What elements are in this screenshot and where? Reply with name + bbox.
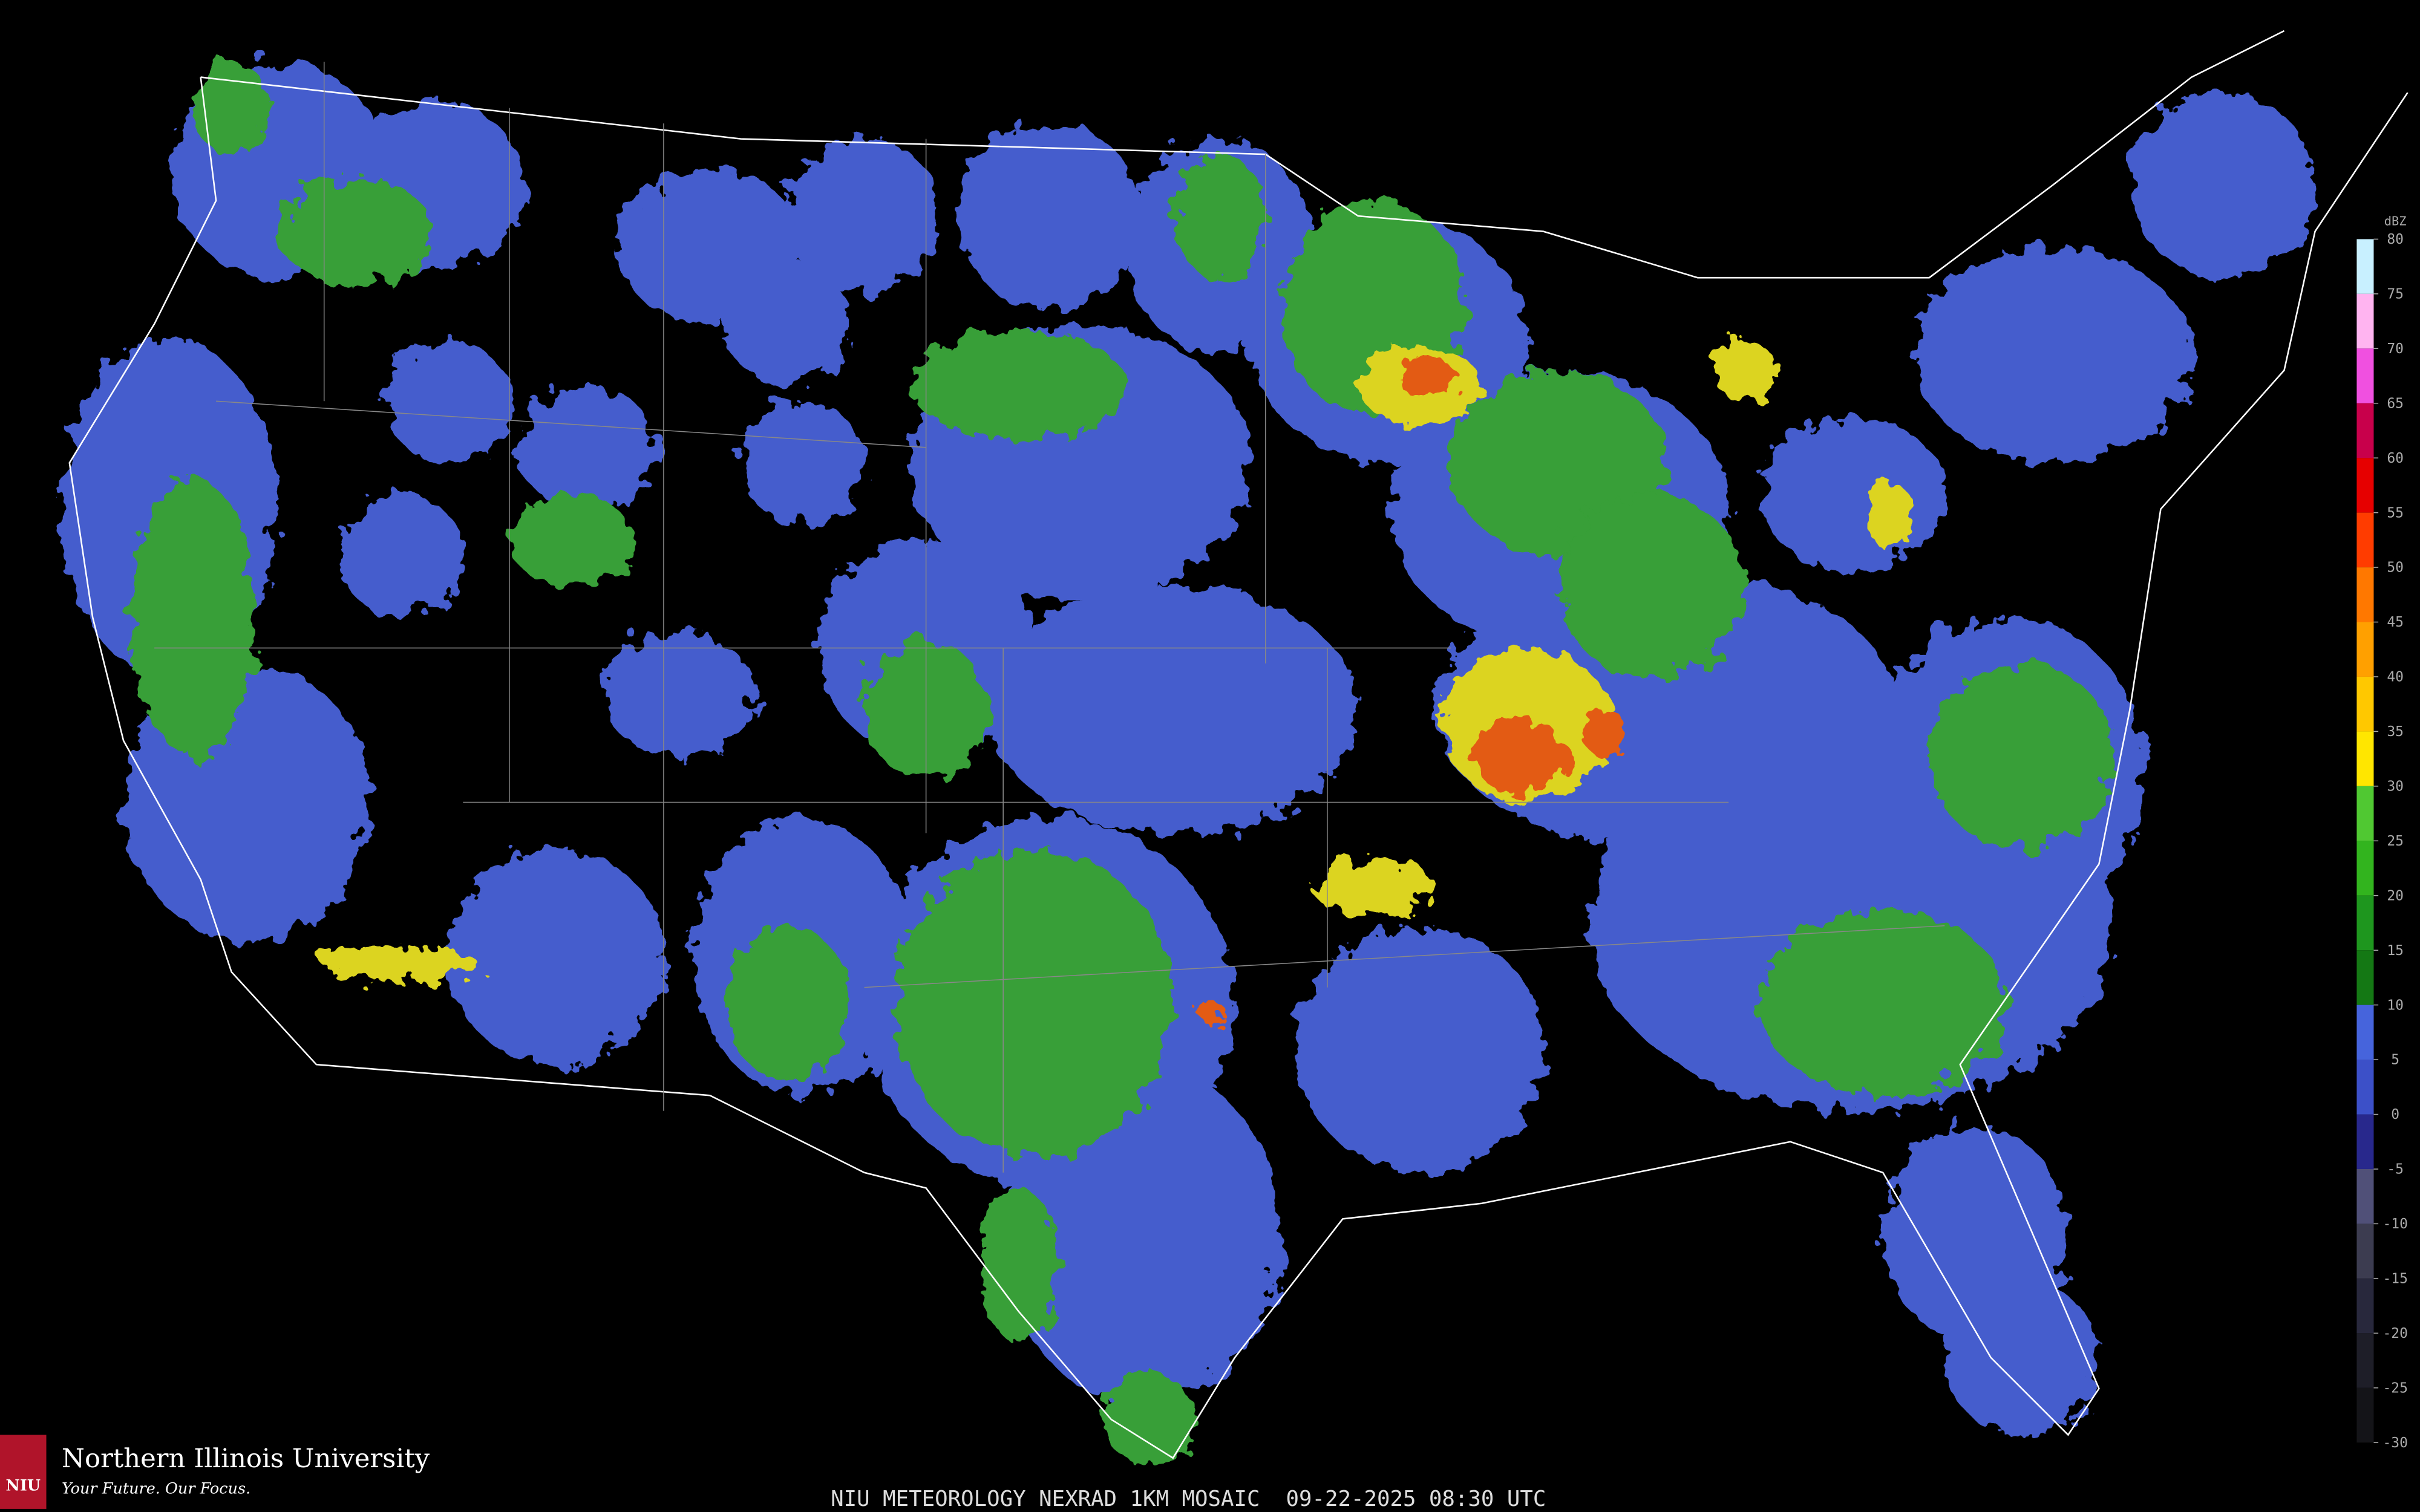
colorbar-tick-label: 60 bbox=[2387, 451, 2404, 466]
colorbar-segment bbox=[2356, 622, 2374, 677]
colorbar-segment bbox=[2356, 1387, 2374, 1443]
logo-tagline: Your Future. Our Focus. bbox=[62, 1479, 250, 1497]
colorbar-segment bbox=[2356, 841, 2374, 896]
colorbar-segment bbox=[2356, 950, 2374, 1005]
colorbar-segment bbox=[2356, 458, 2374, 513]
colorbar-segment bbox=[2356, 239, 2374, 294]
colorbar-tick-label: 70 bbox=[2387, 341, 2404, 357]
colorbar-tick-label: 5 bbox=[2391, 1052, 2399, 1068]
colorbar-segment bbox=[2356, 1060, 2374, 1115]
colorbar-segment bbox=[2356, 1224, 2374, 1279]
colorbar-tick-label: -20 bbox=[2382, 1326, 2407, 1341]
logo-badge-text: NIU bbox=[6, 1476, 41, 1494]
logo-badge bbox=[0, 1435, 47, 1509]
colorbar-tick-label: -10 bbox=[2382, 1216, 2407, 1232]
colorbar-segment bbox=[2356, 1333, 2374, 1388]
colorbar-tick-label: 50 bbox=[2387, 560, 2404, 576]
state-lines bbox=[154, 62, 1945, 1173]
colorbar-segment bbox=[2356, 895, 2374, 951]
colorbar-tick-label: 80 bbox=[2387, 232, 2404, 247]
colorbar-segment bbox=[2356, 512, 2374, 568]
colorbar-segment bbox=[2356, 293, 2374, 349]
colorbar-tick-label: -15 bbox=[2382, 1271, 2407, 1287]
colorbar-segment bbox=[2356, 1168, 2374, 1224]
colorbar-tick-label: 45 bbox=[2387, 614, 2404, 630]
colorbar-tick-label: 40 bbox=[2387, 670, 2404, 685]
colorbar-segment bbox=[2356, 1005, 2374, 1060]
logo-name: Northern Illinois University bbox=[62, 1444, 430, 1474]
colorbar-tick-label: -25 bbox=[2382, 1380, 2407, 1396]
boundaries bbox=[68, 30, 2409, 1459]
colorbar-tick-label: 10 bbox=[2387, 997, 2404, 1013]
colorbar-segment bbox=[2356, 1278, 2374, 1334]
colorbar-segment bbox=[2356, 567, 2374, 622]
colorbar-tick-label: 65 bbox=[2387, 396, 2404, 411]
footer-caption: NIU METEOROLOGY NEXRAD 1KM MOSAIC 09-22-… bbox=[831, 1487, 1546, 1511]
colorbar-tick-label: 55 bbox=[2387, 505, 2404, 521]
colorbar-label: dBZ bbox=[2384, 213, 2407, 228]
colorbar-tick-label: 30 bbox=[2387, 779, 2404, 795]
colorbar-segment bbox=[2356, 348, 2374, 403]
colorbar-tick-label: 20 bbox=[2387, 888, 2404, 904]
colorbar-segment bbox=[2356, 403, 2374, 458]
colorbar-tick-label: -30 bbox=[2382, 1435, 2407, 1451]
colorbar-segment bbox=[2356, 1114, 2374, 1169]
colorbar-tick-label: 35 bbox=[2387, 724, 2404, 740]
colorbar-segment bbox=[2356, 786, 2374, 841]
colorbar-tick-label: -5 bbox=[2387, 1162, 2404, 1178]
colorbar-segment bbox=[2356, 676, 2374, 732]
colorbar-tick-label: 25 bbox=[2387, 833, 2404, 849]
colorbar: 80757065605550454035302520151050-5-10-15… bbox=[2356, 232, 2408, 1451]
colorbar-tick-label: 0 bbox=[2391, 1107, 2399, 1123]
colorbar-segment bbox=[2356, 731, 2374, 786]
colorbar-tick-label: 15 bbox=[2387, 943, 2404, 959]
colorbar-tick-label: 75 bbox=[2387, 287, 2404, 302]
